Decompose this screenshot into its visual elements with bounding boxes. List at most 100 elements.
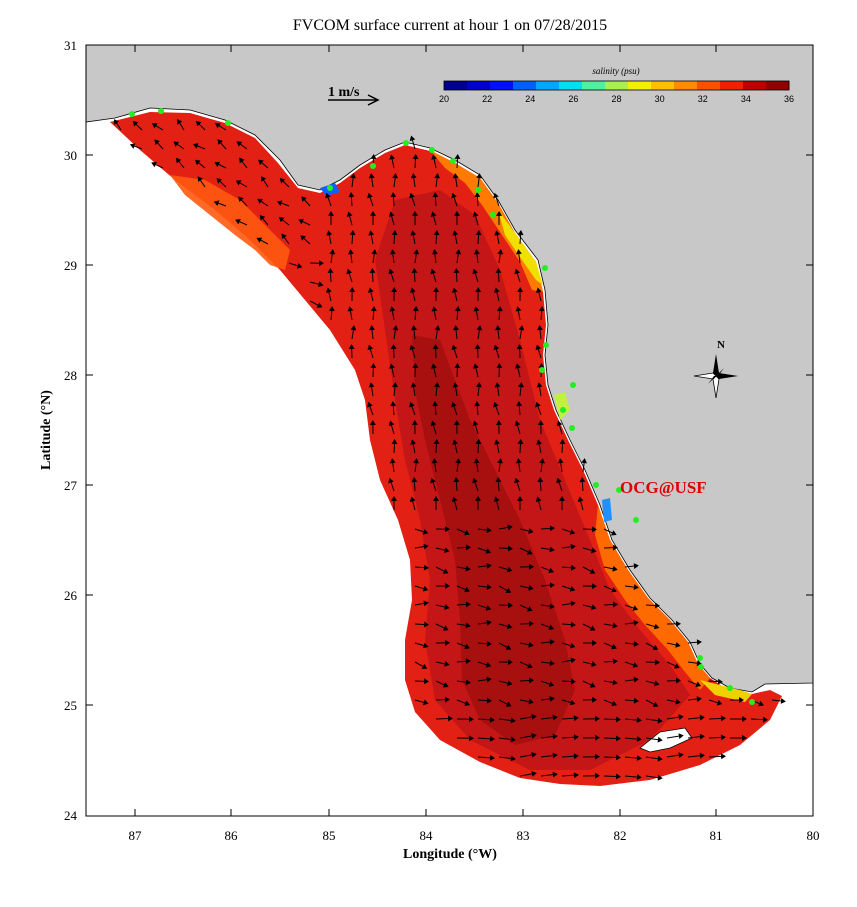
current-arrowhead: [472, 211, 479, 218]
lon-tick-label: 83: [517, 828, 530, 843]
current-arrowhead: [657, 755, 663, 762]
current-arrowhead: [528, 528, 534, 534]
current-arrowhead: [592, 640, 597, 646]
current-arrowhead: [409, 192, 415, 199]
current-arrowhead: [570, 564, 576, 571]
land-mass: [85, 44, 814, 693]
north-label: N: [717, 339, 725, 351]
current-arrowhead: [235, 218, 241, 225]
current-arrowhead: [452, 382, 459, 388]
current-arrowhead: [410, 173, 417, 179]
current-arrowhead: [476, 325, 483, 331]
current-arrowhead: [486, 697, 492, 704]
current-arrowhead: [389, 458, 396, 464]
current-arrowhead: [298, 218, 304, 225]
current-arrowhead: [465, 544, 471, 551]
colorbar-segment: [720, 81, 744, 90]
current-arrowhead: [573, 772, 579, 779]
colorbar-segment: [582, 81, 606, 90]
current-arrowhead: [177, 118, 183, 125]
current-arrowhead: [452, 173, 459, 179]
current-arrowhead: [556, 420, 563, 427]
current-arrowhead: [497, 249, 504, 255]
current-arrowhead: [577, 496, 584, 503]
current-arrowhead: [474, 401, 481, 407]
current-arrowhead: [573, 753, 579, 760]
station-dot: [593, 482, 599, 488]
current-arrowhead: [433, 230, 440, 236]
current-arrowhead: [389, 249, 396, 255]
current-arrowhead: [495, 420, 502, 426]
current-arrowhead: [391, 382, 398, 388]
colorbar-segment: [467, 81, 491, 90]
current-arrowhead: [654, 659, 660, 666]
current-arrowhead: [447, 715, 453, 722]
current-arrowhead: [633, 563, 639, 570]
current-vectors: [113, 118, 786, 781]
colorbar-frame: [443, 80, 790, 91]
current-arrowhead: [465, 565, 471, 572]
current-arrowhead: [591, 526, 597, 533]
coast-yellow-tampa: [554, 392, 570, 420]
current-arrowhead: [594, 715, 600, 722]
current-arrowhead: [549, 639, 555, 646]
current-arrowhead: [390, 401, 397, 407]
current-arrowhead: [531, 733, 537, 739]
current-arrowhead: [507, 524, 513, 531]
current-arrowhead: [432, 401, 439, 407]
current-arrowhead: [192, 143, 199, 149]
current-arrowhead: [536, 439, 542, 445]
current-arrowhead: [549, 525, 555, 532]
current-arrowhead: [347, 306, 354, 312]
current-arrowhead: [569, 529, 576, 535]
current-arrowhead: [536, 382, 543, 388]
colorbar-segment: [651, 81, 675, 90]
current-arrowhead: [720, 715, 726, 722]
current-arrowhead: [495, 477, 502, 483]
current-arrowhead: [696, 660, 702, 667]
current-arrowhead: [507, 659, 513, 666]
coast-yellow-bigbend: [498, 210, 543, 285]
current-arrowhead: [465, 679, 471, 686]
current-arrowhead: [653, 623, 660, 630]
current-arrowhead: [515, 306, 522, 312]
current-arrowhead: [444, 526, 450, 533]
current-arrowhead: [318, 260, 324, 267]
current-arrowhead: [278, 216, 285, 223]
colorbar-tick-label: 36: [784, 94, 794, 104]
current-arrowhead: [485, 605, 492, 611]
colorbar-segment: [536, 81, 560, 90]
salinity-colorbar: [444, 81, 790, 90]
current-arrowhead: [573, 734, 579, 741]
current-arrowhead: [151, 123, 158, 129]
current-arrowhead: [579, 477, 586, 483]
current-arrowhead: [633, 584, 639, 591]
current-arrowhead: [389, 154, 395, 160]
current-arrowhead: [526, 549, 533, 555]
current-arrowhead: [506, 623, 513, 630]
current-arrowhead: [589, 625, 596, 631]
current-arrowhead: [431, 154, 437, 160]
current-arrowhead: [552, 733, 558, 740]
current-arrowhead: [391, 230, 398, 236]
lon-tick-label: 81: [710, 828, 723, 843]
current-arrowhead: [615, 735, 621, 742]
current-arrowhead: [329, 249, 336, 255]
station-dot: [490, 212, 496, 218]
current-arrowhead: [510, 736, 516, 743]
current-arrowhead: [328, 306, 335, 312]
current-arrowhead: [422, 529, 429, 535]
current-arrowhead: [455, 458, 462, 464]
colorbar-tick-label: 22: [482, 94, 492, 104]
current-arrowhead: [538, 306, 545, 312]
map-title: FVCOM surface current at hour 1 on 07/28…: [293, 17, 607, 34]
colorbar-tick-label: 26: [568, 94, 578, 104]
current-arrowhead: [720, 753, 726, 760]
current-arrowhead: [433, 382, 440, 388]
stations: [129, 108, 755, 705]
coast-yellow-fb: [700, 680, 752, 702]
colorbar-tick-label: 24: [525, 94, 535, 104]
current-arrowhead: [472, 477, 478, 484]
station-dot: [543, 342, 549, 348]
current-arrowhead: [528, 641, 534, 648]
